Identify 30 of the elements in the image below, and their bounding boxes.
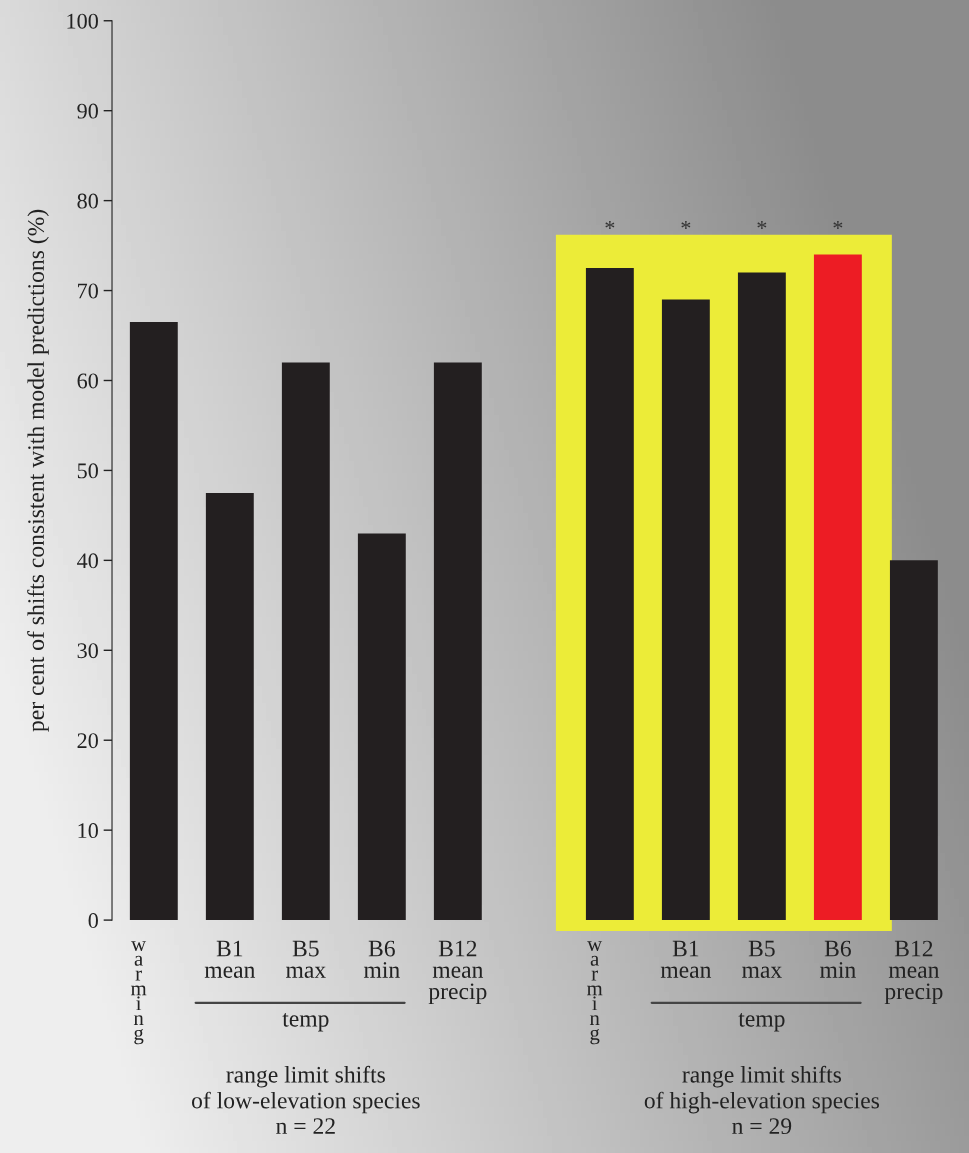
y-tick-label: 90 <box>77 103 98 119</box>
y-tick-label: 70 <box>78 283 98 299</box>
text: range limit shifts of low-elevation species n = 22 <box>191 1065 420 1134</box>
y-tick-label: 40 <box>77 553 98 569</box>
y-tick-label: 100 <box>67 13 98 29</box>
y-tick-label: 30 <box>77 643 98 659</box>
data-label: * <box>757 220 767 230</box>
text: temp <box>738 1013 785 1032</box>
y-axis-title: per cent of shifts consistent with model predictions (%) <box>27 209 49 732</box>
data-label: * <box>605 220 615 230</box>
y-tick-label: 80 <box>77 193 98 209</box>
y-tick-label: 0 <box>88 913 98 929</box>
data-label: * <box>681 220 691 230</box>
y-tick-label: 60 <box>77 373 98 389</box>
x-tick-label: B6 min <box>363 940 400 978</box>
y-tick-label: 50 <box>77 463 98 479</box>
x-tick-label: warming <box>586 941 603 1045</box>
x-tick-label: B1 mean <box>660 940 712 978</box>
x-tick-label: B12 mean precip <box>428 940 487 1005</box>
x-tick-label: B1 mean <box>204 940 256 978</box>
x-tick-label: warming <box>130 941 147 1045</box>
x-tick-label: B5 max <box>742 940 782 978</box>
data-label: * <box>833 220 843 230</box>
text: temp <box>282 1013 329 1032</box>
x-tick-label: B5 max <box>286 940 326 978</box>
y-tick-label: 20 <box>77 733 98 749</box>
x-tick-label: B12 mean precip <box>884 940 943 1005</box>
y-tick-label: 10 <box>78 823 98 839</box>
text: range limit shifts of high-elevation species n = 29 <box>644 1065 880 1135</box>
x-tick-label: B6 min <box>820 940 856 978</box>
